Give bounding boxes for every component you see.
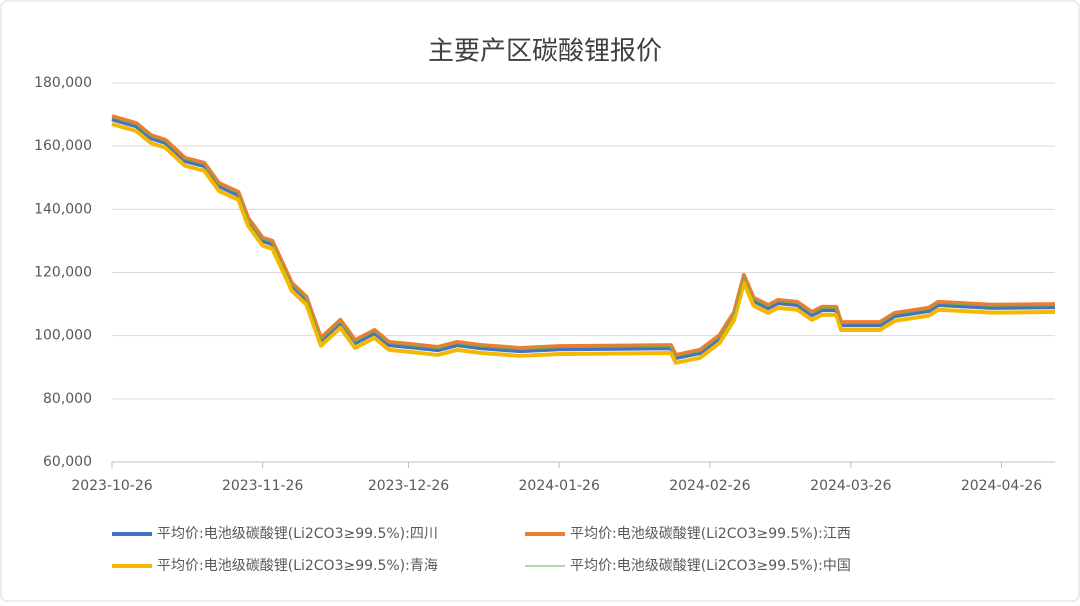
series-line: [111, 117, 1056, 358]
y-tick-label: 100,000: [34, 328, 92, 344]
x-tick-label: 2023-12-26: [368, 478, 449, 494]
x-tick-label: 2024-03-26: [810, 478, 891, 494]
legend-label: 平均价:电池级碳酸锂(Li2CO3≥99.5%):青海: [157, 558, 438, 574]
legend-label: 平均价:电池级碳酸锂(Li2CO3≥99.5%):江西: [570, 526, 851, 542]
x-tick-label: 2024-04-26: [961, 478, 1042, 494]
x-tick-label: 2024-02-26: [669, 478, 750, 494]
y-tick-label: 160,000: [34, 138, 92, 154]
y-tick-label: 180,000: [34, 75, 92, 91]
legend-label: 平均价:电池级碳酸锂(Li2CO3≥99.5%):四川: [157, 526, 438, 542]
legend-label: 平均价:电池级碳酸锂(Li2CO3≥99.5%):中国: [570, 558, 851, 574]
x-tick-label: 2024-01-26: [519, 478, 600, 494]
y-tick-label: 140,000: [34, 201, 92, 217]
chart-title: 主要产区碳酸锂报价: [428, 37, 662, 67]
x-tick-label: 2023-10-26: [71, 478, 152, 494]
series-line: [111, 114, 1056, 357]
y-tick-label: 80,000: [43, 391, 92, 407]
series-line: [111, 122, 1056, 365]
x-tick-label: 2023-11-26: [222, 478, 303, 494]
y-tick-label: 60,000: [43, 454, 92, 470]
y-tick-label: 120,000: [34, 265, 92, 281]
